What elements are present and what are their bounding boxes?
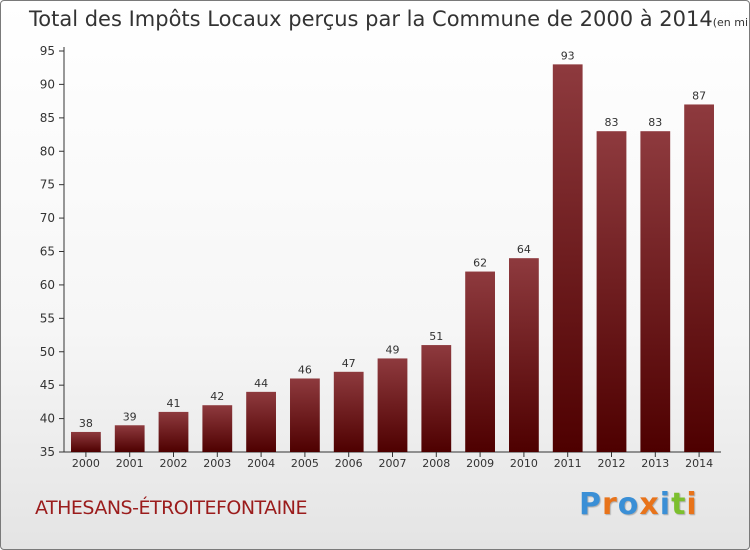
chart-title-unit: (en milliers d'€) xyxy=(712,16,749,29)
logo-letter: o xyxy=(617,487,640,522)
chart-axes: 35 40 45 50 55 60 65 70 75 80 85 90 95 xyxy=(40,44,721,459)
y-tick-label: 85 xyxy=(40,111,55,125)
y-tick-label: 95 xyxy=(40,44,55,58)
y-tick-label: 80 xyxy=(40,144,55,158)
bar-value-label: 39 xyxy=(123,410,137,423)
bar xyxy=(421,345,452,452)
bar-value-label: 87 xyxy=(692,89,706,102)
x-tick-label: 2001 xyxy=(116,457,144,470)
y-tick-label: 45 xyxy=(40,378,55,392)
bar xyxy=(640,131,671,452)
bar-value-label: 41 xyxy=(167,397,181,410)
chart-title: Total des Impôts Locaux perçus par la Co… xyxy=(29,7,749,31)
bar xyxy=(333,371,364,452)
bar xyxy=(684,104,714,452)
bar-value-label: 38 xyxy=(79,417,93,430)
chart-bars xyxy=(71,64,714,452)
bar-value-label: 64 xyxy=(517,243,531,256)
bar-value-label: 47 xyxy=(342,357,356,370)
bar xyxy=(158,411,189,452)
y-tick-label: 35 xyxy=(40,445,55,459)
x-tick-label: 2002 xyxy=(160,457,188,470)
logo-letter: i xyxy=(659,487,672,522)
logo-letter: r xyxy=(602,487,618,522)
x-tick-label: 2012 xyxy=(598,457,626,470)
chart-labels: 2000 38 2001 39 2002 41 2003 42 2004 44 2005 46 2006… xyxy=(72,49,713,470)
y-tick-label: 50 xyxy=(40,345,55,359)
logo-letter: t xyxy=(671,487,687,522)
logo-letter: P xyxy=(579,487,602,522)
bar-value-label: 83 xyxy=(648,116,662,129)
y-tick-label: 90 xyxy=(40,77,55,91)
bar-value-label: 62 xyxy=(473,257,487,270)
x-tick-label: 2011 xyxy=(554,457,582,470)
x-tick-label: 2005 xyxy=(291,457,319,470)
bar-value-label: 42 xyxy=(210,390,224,403)
proxiti-logo[interactable]: Proxiti xyxy=(579,487,698,522)
x-tick-label: 2009 xyxy=(466,457,494,470)
y-tick-label: 60 xyxy=(40,278,55,292)
x-tick-label: 2007 xyxy=(379,457,407,470)
bar-value-label: 51 xyxy=(429,330,443,343)
bar xyxy=(246,391,276,452)
bar-value-label: 93 xyxy=(561,49,575,62)
x-tick-label: 2006 xyxy=(335,457,363,470)
bar xyxy=(114,425,145,452)
bar-value-label: 46 xyxy=(298,363,312,376)
x-tick-label: 2004 xyxy=(247,457,275,470)
x-tick-label: 2014 xyxy=(685,457,713,470)
y-tick-label: 65 xyxy=(40,245,55,259)
commune-name: ATHESANS-ÉTROITEFONTAINE xyxy=(35,497,308,519)
bar-value-label: 83 xyxy=(605,116,619,129)
logo-letter: i xyxy=(686,487,698,522)
y-tick-label: 70 xyxy=(40,211,55,225)
logo-letter: x xyxy=(639,487,660,522)
y-tick-label: 55 xyxy=(40,311,55,325)
x-tick-label: 2010 xyxy=(510,457,538,470)
bar xyxy=(465,271,495,452)
bar xyxy=(596,131,627,452)
bar xyxy=(509,258,539,452)
bar-value-label: 49 xyxy=(386,343,400,356)
chart-title-text: Total des Impôts Locaux perçus par la Co… xyxy=(29,7,713,31)
x-tick-label: 2008 xyxy=(422,457,450,470)
bar xyxy=(202,405,233,452)
x-tick-label: 2000 xyxy=(72,457,100,470)
x-tick-label: 2003 xyxy=(203,457,231,470)
bar-value-label: 44 xyxy=(254,377,268,390)
y-tick-label: 40 xyxy=(40,412,55,426)
bar xyxy=(377,358,408,452)
x-tick-label: 2013 xyxy=(641,457,669,470)
bar xyxy=(552,64,583,452)
bar xyxy=(71,431,101,452)
bar xyxy=(290,378,320,452)
y-tick-label: 75 xyxy=(40,178,55,192)
